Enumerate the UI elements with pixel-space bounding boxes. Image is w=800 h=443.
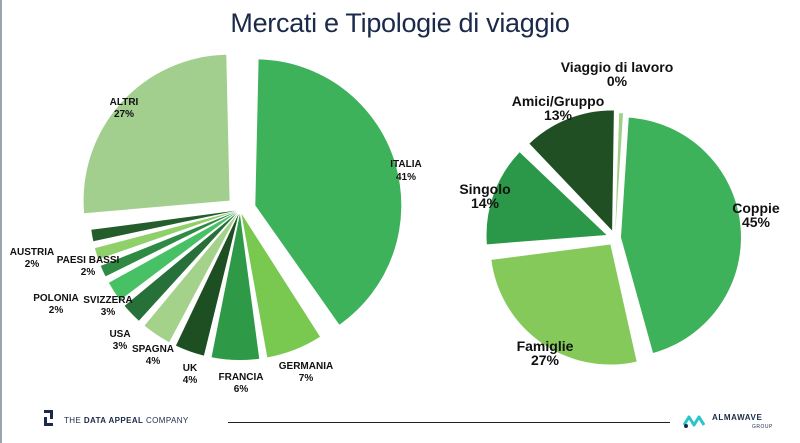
almawave-brand: ALMAWAVE [712,413,763,422]
types-slice-famiglie [491,244,637,365]
markets-slice-italia [255,59,402,325]
label-amici-gruppo: Amici/Gruppo [512,93,605,109]
markets-slice-germania [241,213,321,358]
value-paesi-bassi: 2% [81,267,96,278]
label-uk: UK [183,363,198,374]
value-francia: 6% [234,384,249,395]
label-altri: ALTRI [110,97,139,108]
markets-slice-usa [124,212,238,321]
label-spagna: SPAGNA [132,344,174,355]
value-viaggio-di-lavoro: 0% [607,73,628,89]
slide-edge [0,0,2,443]
value-italia: 41% [396,172,416,183]
brand-suffix: COMPANY [143,416,189,425]
data-appeal-brand: THE DATA APPEAL COMPANY [64,416,189,425]
value-spagna: 4% [146,356,161,367]
almawave-group: GROUP [752,424,773,430]
value-uk: 4% [183,375,198,386]
markets-slice-svizzera [108,212,237,301]
markets-slice-austria [91,210,237,242]
markets-slice-altri [83,54,230,214]
markets-slice-polonia [100,211,237,277]
types-slice-amici-gruppo [529,110,614,231]
markets-slice-francia [211,213,260,360]
label-singolo: Singolo [459,181,510,197]
label-svizzera: SVIZZERA [83,295,132,306]
label-viaggio-di-lavoro: Viaggio di lavoro [561,59,674,75]
value-usa: 3% [113,341,128,352]
value-svizzera: 3% [101,307,116,318]
value-amici-gruppo: 13% [544,107,573,123]
footer-divider [228,422,670,423]
label-coppie: Coppie [732,200,780,216]
value-famiglie: 27% [531,352,560,368]
value-singolo: 14% [471,195,500,211]
label-paesi-bassi: PAESI BASSI [57,255,120,266]
value-coppie: 45% [742,214,771,230]
label-famiglie: Famiglie [517,338,574,354]
data-appeal-logo-icon [44,410,53,426]
label-germania: GERMANIA [279,361,333,372]
label-usa: USA [109,329,130,340]
almawave-logo-icon [683,415,705,428]
markets-slice-paesi-bassi [94,211,237,260]
brand-prefix: THE [64,416,84,425]
value-germania: 7% [299,373,314,384]
brand-bold: DATA APPEAL [83,416,144,425]
types-slice-coppie [620,117,741,354]
label-polonia: POLONIA [33,293,79,304]
value-altri: 27% [114,109,134,120]
page-title: Mercati e Tipologie di viaggio [230,8,570,38]
label-francia: FRANCIA [219,372,264,383]
value-polonia: 2% [49,305,64,316]
label-austria: AUSTRIA [10,247,54,258]
types-slice-viaggio-di-lavoro [615,113,624,234]
value-austria: 2% [25,259,40,270]
markets-slice-spagna [144,213,238,343]
label-italia: ITALIA [390,159,421,170]
pie-markets [83,54,402,360]
types-slice-singolo [486,152,607,245]
markets-slice-uk [175,213,239,356]
pie-travel-types [486,110,741,365]
